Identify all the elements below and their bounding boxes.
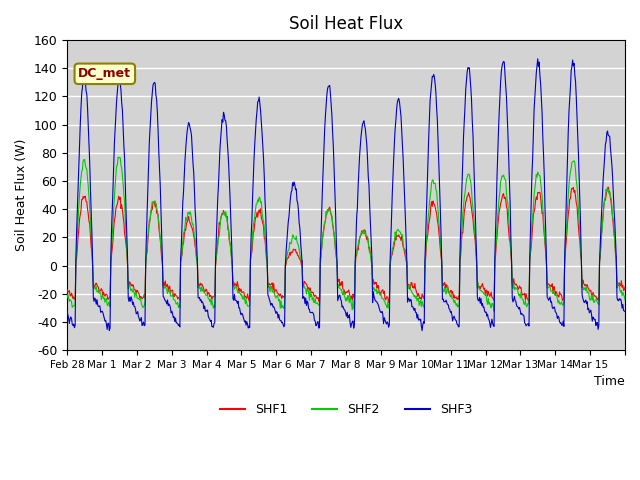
Title: Soil Heat Flux: Soil Heat Flux [289,15,403,33]
X-axis label: Time: Time [595,375,625,388]
Legend: SHF1, SHF2, SHF3: SHF1, SHF2, SHF3 [215,398,477,421]
Y-axis label: Soil Heat Flux (W): Soil Heat Flux (W) [15,139,28,251]
Text: DC_met: DC_met [78,67,131,80]
